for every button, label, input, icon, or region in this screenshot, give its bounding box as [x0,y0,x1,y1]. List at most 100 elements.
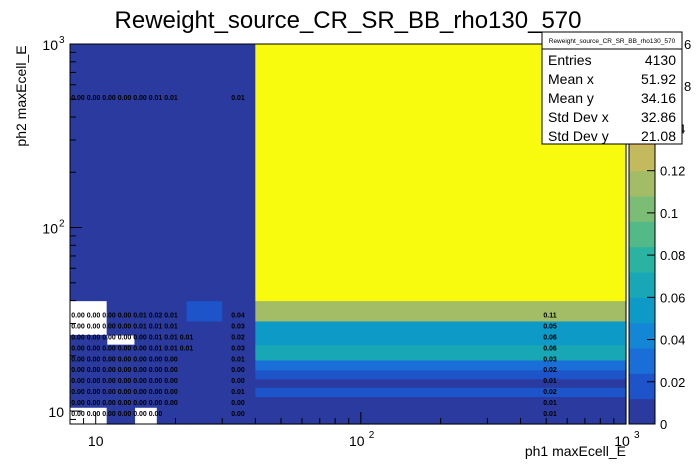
heatmap-cell [222,369,256,380]
palette-swatch [629,398,655,425]
cell-label: 0.00 [102,313,116,320]
heatmap-cell [222,334,256,346]
heatmap-cell [222,407,256,425]
cell-label: 0.00 [118,334,132,341]
heatmap-cell [134,378,158,388]
x-tick-label: 10 [349,433,365,449]
heatmap-cell [255,396,627,408]
cell-label: 0.00 [149,378,163,385]
heatmap-cell [134,320,158,336]
cell-label: 0.01 [133,323,147,330]
heatmap-cell [134,334,158,346]
stats-label: Std Dev y [548,128,609,144]
heatmap-cell [134,369,158,380]
cell-label: 0.00 [164,378,178,385]
cell-label: 0.00 [87,389,101,396]
cell-label: 0.00 [118,345,132,352]
cell-label: 0.00 [164,356,178,363]
cell-label: 0.00 [118,389,132,396]
y-tick-exponent: 3 [59,35,65,46]
cell-label: 0.00 [118,400,132,407]
heatmap-cell [156,351,188,361]
y-axis-label: ph2 maxEcell_E [13,45,29,146]
cell-label: 0.00 [102,95,116,102]
palette-tick-label: 0.06 [660,290,685,305]
cell-label: 0.01 [231,95,245,102]
cell-label: 0.00 [118,356,132,363]
heatmap-cell [156,44,188,302]
heatmap-cell [70,369,108,380]
y-tick-label: 10 [42,221,58,237]
x-tick-label: 10 [88,433,104,449]
cell-label: 0.00 [71,389,85,396]
heatmap-cell [186,44,223,302]
palette-tick-label: 0.08 [660,248,685,263]
palette-swatch [629,373,655,400]
cell-label: 0.03 [231,345,245,352]
heatmap-cell [70,351,108,361]
heatmap-cell [156,320,188,336]
plot-frame [69,43,627,425]
palette-swatch [629,196,655,222]
cell-label: 0.00 [71,367,85,374]
heatmap-cell [255,320,627,336]
cell-label: 0.01 [180,345,194,352]
cell-label: 0.01 [543,411,557,418]
heatmap-cell [70,359,108,371]
stats-value: 34.16 [641,90,676,106]
cell-label: 0.01 [149,323,163,330]
stats-label: Entries [548,52,592,68]
palette-swatch [629,297,655,324]
palette-tick-label: 0.04 [660,333,685,348]
cell-label: 0.00 [87,411,101,418]
x-axis-label: ph1 maxEcell_E [525,443,626,459]
heatmap-cell [70,396,108,408]
cell-label: 0.00 [71,345,85,352]
stats-label: Mean x [548,71,594,87]
cell-label: 0.02 [543,389,557,396]
heatmap-cell [222,44,256,302]
heatmap-cell [70,378,108,388]
heatmap-cell [186,359,223,371]
cell-label: 0.01 [543,400,557,407]
cell-label: 0.00 [71,313,85,320]
cell-label: 0.01 [231,356,245,363]
cell-label: 0.00 [87,345,101,352]
cell-label: 0.00 [71,411,85,418]
cell-label: 0.00 [71,95,85,102]
cell-label: 0.01 [149,345,163,352]
stats-value: 32.86 [641,109,676,125]
cell-label: 0.04 [231,313,245,320]
palette-tick-label: 0.02 [660,375,685,390]
cell-label: 0.01 [164,323,178,330]
cell-label: 0.02 [543,367,557,374]
heatmap-cell-labels: 0.00 0.00 0.00 0.00 0.00 0.00 0.00 0.010.00 0.00… [71,95,557,418]
heatmap-cell [222,320,256,336]
cell-label: 0.01 [231,389,245,396]
palette-swatch [629,170,655,197]
heatmap-cell [156,387,188,398]
cell-label: 0.00 [149,400,163,407]
heatmap-cell [156,407,188,425]
cell-label: 0.00 [133,411,147,418]
cell-label: 0.00 [87,95,101,102]
cell-label: 0.00 [102,389,116,396]
cell-label: 0.00 [133,378,147,385]
cell-label: 0.01 [164,345,178,352]
cell-label: 0.01 [149,334,163,341]
heatmap-cell [106,351,136,361]
cell-label: 0.00 [149,367,163,374]
heatmap-cell [222,344,256,353]
stats-label: Std Dev x [548,109,609,125]
cell-label: 0.00 [102,345,116,352]
palette-tick-label: 6 [684,37,691,52]
heatmap-cell [106,320,136,336]
cell-label: 0.00 [102,411,116,418]
heatmap-cell [106,359,136,371]
heatmap-cell [134,344,158,353]
heatmap-cell [255,359,627,371]
cell-label: 0.00 [164,367,178,374]
cell-label: 0.00 [164,400,178,407]
cell-label: 0.05 [543,323,557,330]
